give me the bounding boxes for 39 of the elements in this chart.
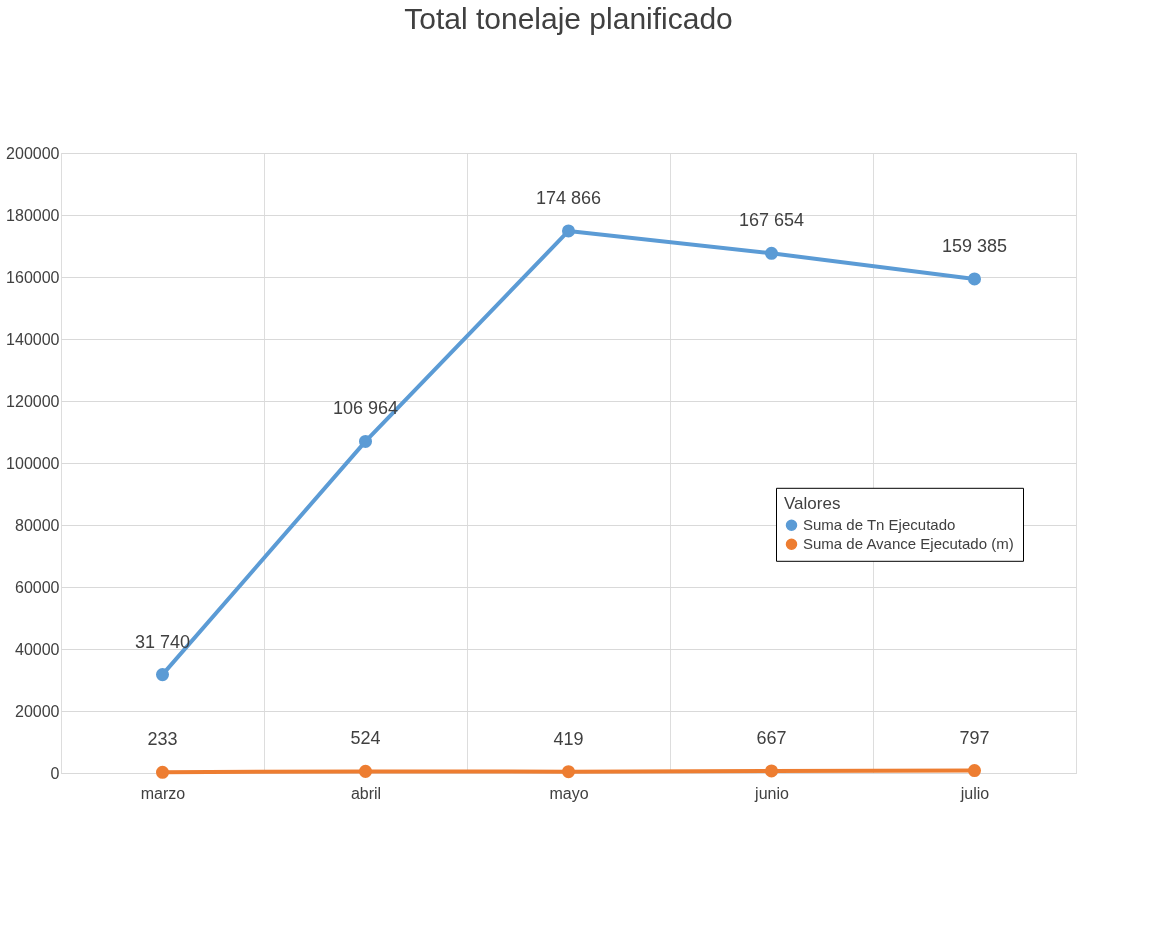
point xyxy=(155,765,170,779)
data-label: 167 654 xyxy=(738,210,805,231)
point xyxy=(967,272,982,286)
data-label: 524 xyxy=(350,728,381,749)
data-label: 667 xyxy=(756,727,787,748)
data-label: 31 740 xyxy=(134,631,191,652)
y-tick-label: 0 xyxy=(50,764,60,782)
chart-title: Total tonelaje planificado xyxy=(404,2,733,35)
y-tick-label: 80000 xyxy=(15,516,60,534)
data-label: 159 385 xyxy=(941,235,1008,256)
x-tick-label: junio xyxy=(754,784,789,802)
x-tick-label: abril xyxy=(350,784,382,802)
legend-label: Suma de Avance Ejecutado (m) xyxy=(803,535,1014,553)
data-label: 419 xyxy=(553,728,584,749)
y-tick-label: 60000 xyxy=(15,578,60,596)
x-tick-label: julio xyxy=(959,784,990,802)
legend-title: Valores xyxy=(784,493,841,513)
point xyxy=(358,764,373,778)
point xyxy=(967,764,982,778)
y-tick-label: 200000 xyxy=(6,144,60,162)
data-label: 233 xyxy=(147,729,178,750)
x-tick-label: mayo xyxy=(549,784,589,802)
point xyxy=(561,224,576,238)
point xyxy=(358,434,373,448)
point xyxy=(764,246,779,260)
data-label: 174 866 xyxy=(535,187,602,208)
point xyxy=(764,764,779,778)
y-tick-label: 160000 xyxy=(6,268,60,286)
data-label: 797 xyxy=(959,727,990,748)
point xyxy=(155,668,170,682)
y-tick-label: 100000 xyxy=(6,454,60,472)
x-tick-label: marzo xyxy=(140,784,186,802)
y-tick-label: 20000 xyxy=(15,702,60,720)
y-tick-label: 120000 xyxy=(6,392,60,410)
point xyxy=(561,765,576,779)
y-tick-label: 40000 xyxy=(15,640,60,658)
y-tick-label: 140000 xyxy=(6,330,60,348)
y-tick-label: 180000 xyxy=(6,206,60,224)
legend-label: Suma de Tn Ejecutado xyxy=(803,516,956,534)
